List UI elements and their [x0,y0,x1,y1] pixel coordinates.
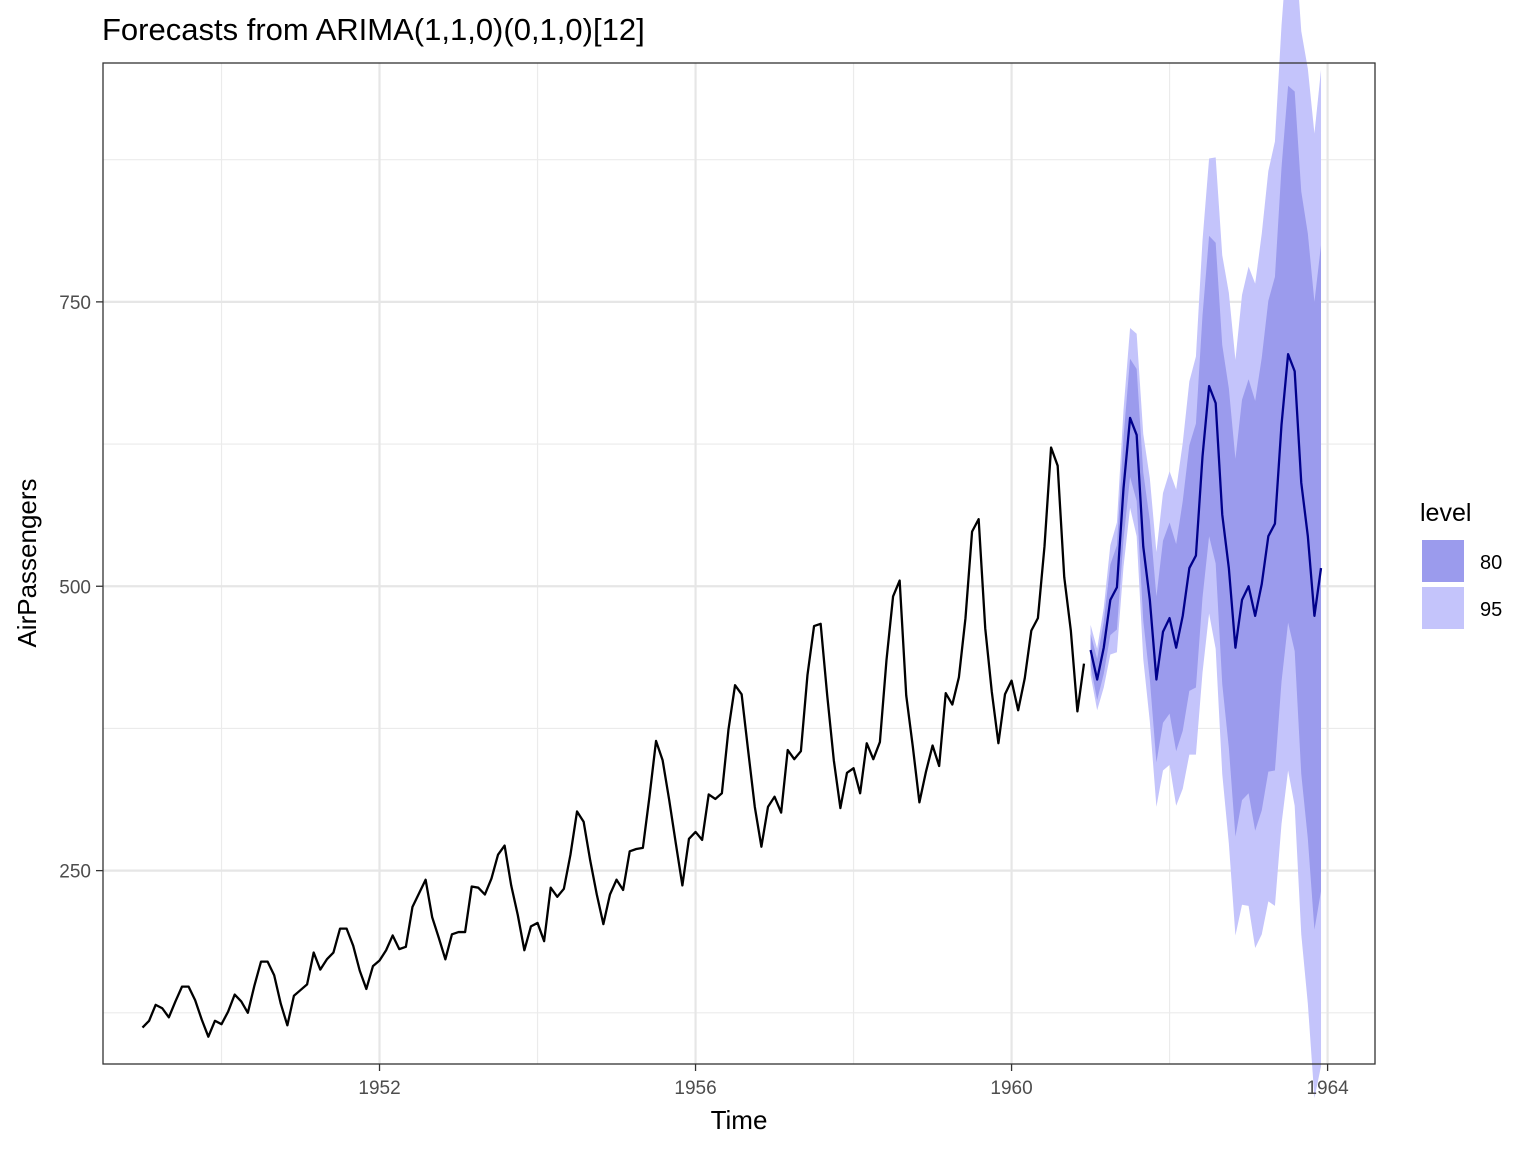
legend-key-80 [1422,540,1464,582]
x-axis-title: Time [711,1105,768,1135]
chart-title: Forecasts from ARIMA(1,1,0)(0,1,0)[12] [102,12,645,47]
y-axis-title: AirPassengers [12,478,42,647]
prediction-intervals [1090,0,1322,1099]
x-tick-label: 1960 [990,1078,1032,1099]
x-axis: 1952 1956 1960 1964 [358,1064,1349,1099]
x-tick-label: 1964 [1306,1078,1349,1099]
series-lines [141,353,1323,1038]
legend-key-95 [1422,587,1464,629]
x-tick-label: 1952 [358,1078,400,1099]
history-line [141,446,1086,1038]
forecast-mean-line [1089,353,1323,681]
interval-ribbon-80 [1090,85,1322,930]
plot-panel [102,0,1376,1099]
panel-border [102,62,1376,1065]
legend-label-80: 80 [1480,552,1502,574]
legend: level 80 95 [1420,499,1502,629]
legend-label-95: 95 [1480,599,1502,621]
legend-title: level [1420,499,1471,527]
x-tick-label: 1956 [674,1078,716,1099]
y-tick-label: 750 [59,293,91,314]
y-tick-label: 250 [59,862,91,883]
y-axis: 250 500 750 [59,293,103,883]
major-gridlines [103,63,1375,1064]
y-tick-label: 500 [59,577,91,598]
